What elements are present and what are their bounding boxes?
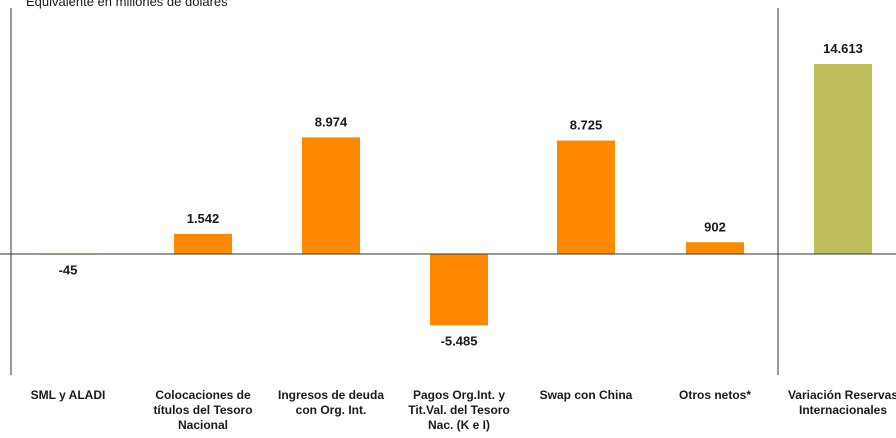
chart-subtitle: Equivalente en millones de dólares <box>26 0 228 9</box>
category-label-6: Variación Reservas Internacionales <box>787 388 896 417</box>
bar-3 <box>430 254 488 326</box>
data-label-5: 902 <box>704 219 726 234</box>
category-label-2: Ingresos de deuda con Org. Int. <box>277 388 385 417</box>
data-label-4: 8.725 <box>570 118 603 133</box>
bar-6 <box>814 64 872 254</box>
category-label-0: SML y ALADI <box>30 388 106 402</box>
bar-1 <box>174 233 232 254</box>
data-label-3: -5.485 <box>441 333 478 348</box>
bar-4 <box>557 140 615 254</box>
data-label-0: -45 <box>59 263 78 278</box>
category-label-1: Colocaciones de títulos del Tesoro Nacio… <box>153 388 253 432</box>
bar-5 <box>686 242 744 254</box>
data-label-2: 8.974 <box>315 114 348 129</box>
category-label-4: Swap con China <box>539 388 633 402</box>
bar-2 <box>302 137 360 254</box>
data-label-1: 1.542 <box>187 211 220 226</box>
data-label-6: 14.613 <box>823 41 863 56</box>
category-label-3: Pagos Org.Int. y Tit.Val. del Tesoro Nac… <box>408 388 510 432</box>
category-label-5: Otros netos* <box>678 388 751 402</box>
